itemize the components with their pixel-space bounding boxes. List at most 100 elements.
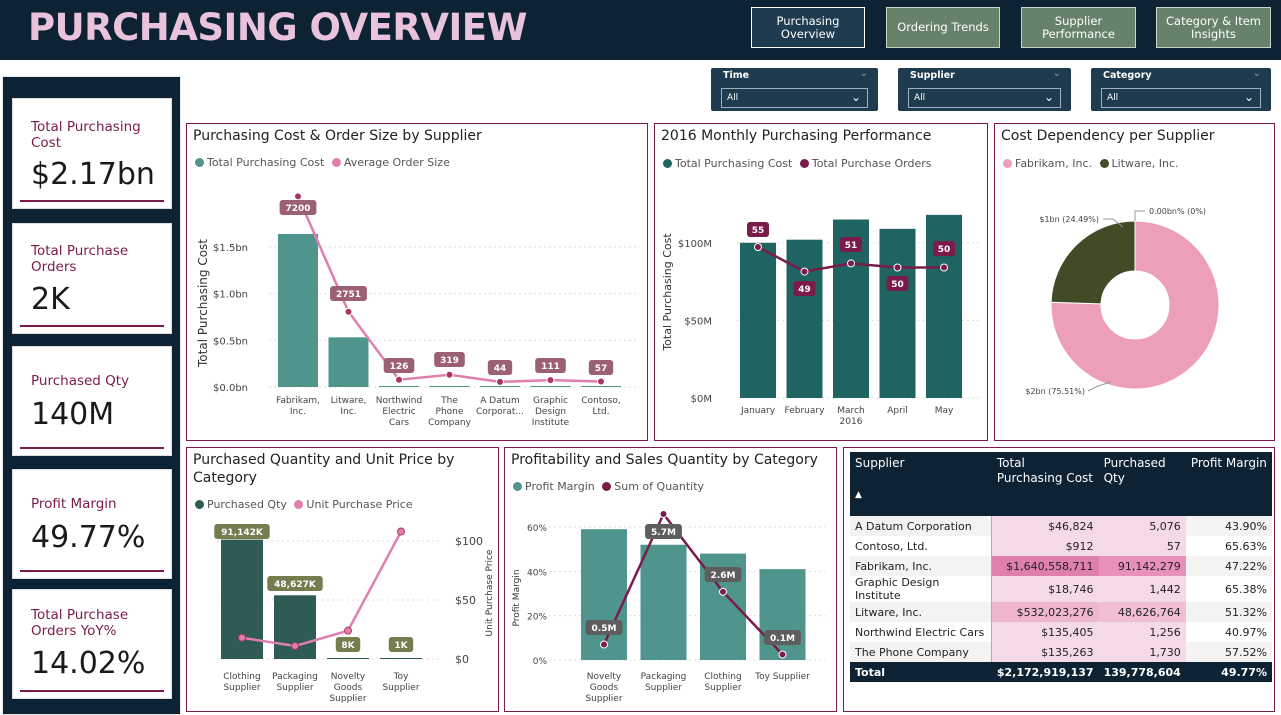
chart-legend: Fabrikam, Inc. Litware, Inc. (1003, 157, 1179, 170)
legend-dot (195, 158, 204, 167)
time-filter-select[interactable]: All ⌄ (721, 88, 868, 108)
data-label-bg (886, 276, 909, 291)
table-row[interactable]: Graphic Design Institute $18,746 1,442 65.3… (850, 576, 1272, 602)
x-tick-label: Toy (393, 672, 409, 682)
line-point (754, 243, 762, 251)
total-cell: 139,778,604 (1098, 662, 1186, 682)
chart-title: Purchasing Cost & Order Size by Supplier (193, 128, 482, 144)
y-axis-label: Total Purchasing Cost (661, 233, 674, 352)
table-row[interactable]: Northwind Electric Cars $135,405 1,256 40.9… (850, 622, 1272, 642)
y-axis-label: Profit Margin (512, 569, 522, 626)
x-tick-label: Packaging (641, 672, 687, 682)
x-tick-label: Graphic (533, 396, 568, 406)
chevron-down-icon[interactable]: ⌄ (859, 68, 868, 79)
bar (480, 386, 520, 387)
bar (379, 386, 419, 387)
bar (740, 242, 776, 398)
y-tick-label: $1.5bn (213, 243, 248, 254)
bar (429, 386, 470, 387)
total-cell: 49.77% (1185, 662, 1272, 682)
bar (581, 386, 621, 387)
line-point (291, 642, 299, 651)
data-label-bg (267, 576, 323, 591)
table-cell: A Datum Corporation (850, 516, 993, 536)
data-label-bg (388, 637, 414, 652)
bar (640, 544, 687, 660)
legend-dot (294, 500, 304, 509)
x-tick-label: Design (535, 407, 566, 417)
legend-dot (663, 159, 672, 168)
column-header-purchased-qty[interactable]: Purchased Qty (1098, 452, 1186, 516)
x-tick-label: Contoso, (581, 396, 621, 406)
line-point (294, 192, 302, 201)
data-label-bg (335, 637, 361, 652)
chart-title: Cost Dependency per Supplier (1001, 128, 1215, 144)
x-tick-label: January (740, 406, 776, 416)
sort-ascending-icon[interactable]: ▲ (855, 490, 862, 500)
table-row[interactable]: The Phone Company $135,263 1,730 57.52% (850, 642, 1272, 662)
nav-purchasing-overview-button[interactable]: Purchasing Overview (751, 7, 865, 48)
x-tick-label: March (837, 406, 864, 416)
table-row[interactable]: Contoso, Ltd. $912 57 65.63% (850, 536, 1272, 556)
legend-item: Total Purchasing Cost (207, 156, 325, 169)
column-header-supplier[interactable]: Supplier ▲ (850, 452, 992, 516)
nav-ordering-trends-button[interactable]: Ordering Trends (886, 7, 1000, 48)
leader-line (1134, 210, 1145, 221)
data-label: 50 (891, 280, 904, 290)
filter-value: All (727, 93, 739, 103)
data-label-bg (214, 524, 270, 539)
supplier-table: Supplier ▲ Total Purchasing Cost Purchase… (850, 452, 1272, 682)
line-point (344, 626, 352, 635)
y-tick-label: $100M (678, 239, 712, 250)
kpi-card-purchased-qty: Purchased Qty 140M (12, 346, 172, 456)
chevron-down-icon[interactable]: ⌄ (1052, 68, 1061, 79)
x-tick-label: Northwind (376, 396, 422, 406)
nav-supplier-performance-button[interactable]: Supplier Performance (1021, 7, 1136, 48)
kpi-label: Profit Margin (31, 496, 117, 512)
chevron-down-icon: ⌄ (1243, 90, 1254, 104)
nav-category-item-insights-button[interactable]: Category & Item Insights (1156, 7, 1271, 48)
filter-label: Time (723, 70, 750, 81)
chevron-down-icon[interactable]: ⌄ (1252, 68, 1261, 79)
table-row[interactable]: A Datum Corporation $46,824 5,076 43.90% (850, 516, 1272, 536)
line-point (893, 263, 902, 272)
donut-slice (1050, 220, 1220, 390)
table-cell: 57 (1098, 536, 1186, 556)
data-label-bg (764, 630, 801, 645)
kpi-label: Total Purchase Orders (31, 243, 129, 275)
x-tick-label: Inc. (340, 407, 356, 417)
y-tick-label: $0.0bn (213, 383, 248, 394)
legend-dot (799, 159, 809, 168)
y-axis-label: Unit Purchase Price (485, 549, 495, 636)
x-tick-label: Institute (532, 418, 570, 428)
chart-legend: Profit Margin Sum of Quantity (513, 480, 704, 493)
data-label-bg (434, 352, 465, 367)
line-point (238, 633, 246, 642)
chart-title: Purchased Quantity and Unit Price by Cat… (193, 452, 455, 486)
category-filter-select[interactable]: All ⌄ (1101, 88, 1261, 108)
legend-item: Purchased Qty (207, 498, 287, 511)
leader-line (1103, 218, 1124, 228)
kpi-value: 49.77% (31, 520, 146, 555)
x-tick-label: Clothing (704, 672, 741, 682)
column-header-total-cost[interactable]: Total Purchasing Cost (991, 452, 1099, 516)
line-point (546, 376, 555, 385)
y-tick-label: $0 (455, 653, 469, 666)
table-cell: 43.90% (1185, 516, 1272, 536)
data-label: 8K (341, 641, 355, 651)
filter-value: All (1107, 93, 1119, 103)
x-tick-label: 2016 (840, 417, 863, 427)
supplier-filter-select[interactable]: All ⌄ (908, 88, 1061, 108)
slice-label: 0.00bn% (0%) (1149, 207, 1206, 216)
total-cell: $2,172,919,137 (991, 662, 1099, 682)
table-row[interactable]: Fabrikam, Inc. $1,640,558,711 91,142,279 47… (850, 556, 1272, 576)
column-header-profit-margin[interactable]: Profit Margin (1185, 452, 1272, 516)
table-cell: Graphic Design Institute (850, 576, 993, 602)
monthly-performance-chart: $100M $50M $0M Total Purchasing Cost January… (661, 214, 981, 427)
table-cell: $46,824 (991, 516, 1099, 536)
table-row[interactable]: Litware, Inc. $532,023,276 48,626,764 51.32… (850, 602, 1272, 622)
x-tick-label: April (887, 406, 908, 416)
chart-title: Profitability and Sales Quantity by Cate… (511, 452, 818, 468)
data-label: 51 (845, 241, 858, 251)
